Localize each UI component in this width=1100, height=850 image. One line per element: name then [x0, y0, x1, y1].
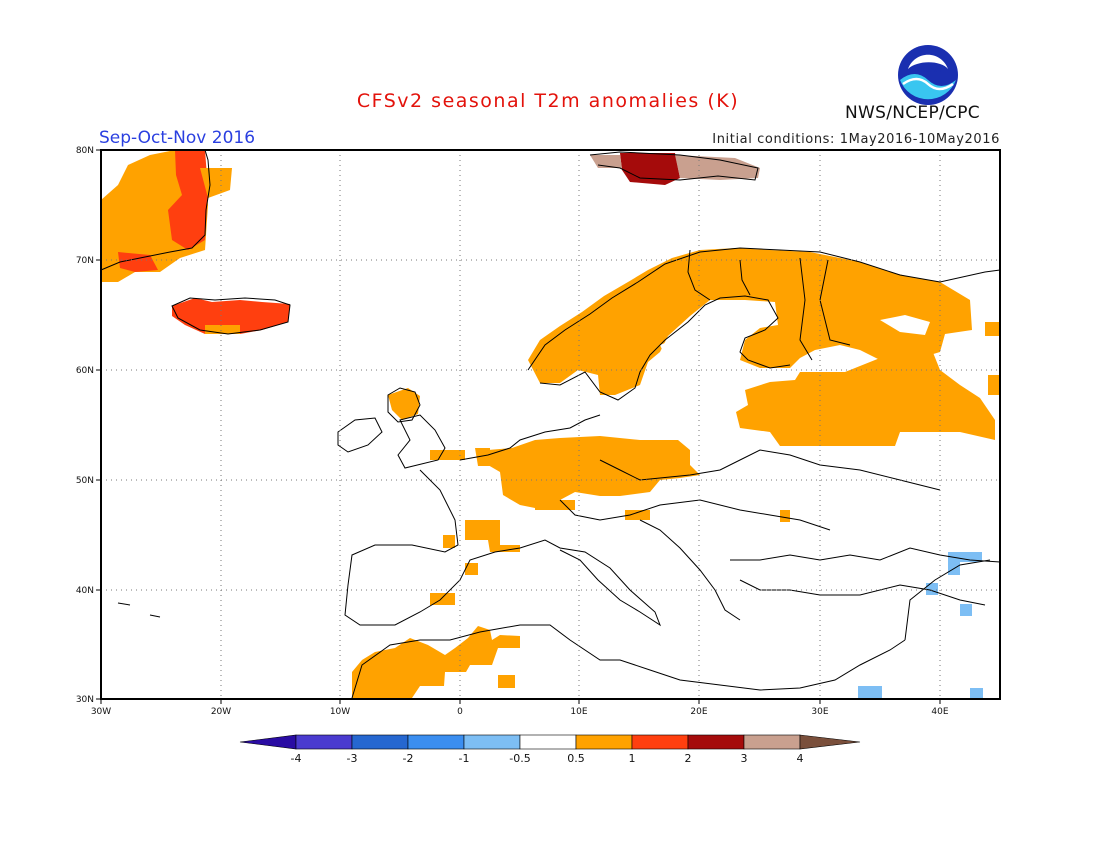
- noaa-logo: NOAA: [898, 45, 958, 105]
- lat-label: 60N: [76, 366, 94, 376]
- lon-label: 30E: [811, 707, 828, 717]
- lat-label: 80N: [76, 146, 94, 156]
- longitude-labels: 30W 20W 10W 0 10E 20E 30E 40E: [91, 707, 949, 717]
- colorbar-left-arrow: [239, 734, 297, 750]
- anomaly-region-north-africa: [352, 626, 520, 698]
- colorbar-swatch: [351, 734, 409, 750]
- anomaly-region-iceland: [172, 298, 290, 334]
- lon-label: 20W: [211, 707, 231, 717]
- colorbar-swatch: [631, 734, 689, 750]
- colorbar-label: 2: [685, 752, 692, 765]
- colorbar-label: 1: [629, 752, 636, 765]
- lon-label: 0: [457, 707, 463, 717]
- colorbar-label: -4: [291, 752, 302, 765]
- colorbar: -4 -3 -2 -1 -0.5 0.5 1 2 3 4: [239, 734, 861, 765]
- colorbar-swatch: [407, 734, 465, 750]
- colorbar-label: -0.5: [509, 752, 530, 765]
- lon-label: 20E: [690, 707, 707, 717]
- anomaly-region-scotland: [388, 388, 420, 420]
- colorbar-right-arrow: [799, 734, 861, 750]
- colorbar-label: 3: [741, 752, 748, 765]
- lon-label: 10W: [330, 707, 350, 717]
- colorbar-swatch: [463, 734, 521, 750]
- lon-label: 30W: [91, 707, 111, 717]
- colorbar-swatch: [519, 734, 577, 750]
- latitude-labels: 80N 70N 60N 50N 40N 30N: [76, 146, 94, 705]
- coastlines: [100, 149, 1001, 699]
- lat-label: 30N: [76, 695, 94, 705]
- initial-conditions-label: Initial conditions: 1May2016-10May2016: [712, 132, 1000, 147]
- season-label: Sep-Oct-Nov 2016: [99, 128, 256, 148]
- anomaly-shading: [101, 150, 1000, 699]
- agency-label: NWS/NCEP/CPC: [845, 103, 980, 123]
- lat-label: 70N: [76, 256, 94, 266]
- lon-label: 10E: [570, 707, 587, 717]
- colorbar-swatch: [687, 734, 745, 750]
- anomaly-region-western-russia: [736, 345, 995, 446]
- lon-label: 40E: [931, 707, 948, 717]
- colorbar-label: -2: [403, 752, 414, 765]
- lat-label: 50N: [76, 476, 94, 486]
- map-title: CFSv2 seasonal T2m anomalies (K): [356, 90, 740, 112]
- lat-label: 40N: [76, 586, 94, 596]
- tick-marks: [96, 149, 941, 704]
- anomaly-region-svalbard: [620, 153, 680, 185]
- colorbar-swatch: [295, 734, 353, 750]
- colorbar-label: -3: [347, 752, 358, 765]
- anomaly-region-greenland-strong: [168, 150, 208, 250]
- colorbar-label: -1: [459, 752, 470, 765]
- svg-text:NOAA: NOAA: [915, 65, 941, 74]
- colorbar-label: 0.5: [567, 752, 585, 765]
- colorbar-swatch: [743, 734, 801, 750]
- map-frame: [100, 149, 1001, 700]
- anomaly-region-central-europe: [488, 436, 700, 508]
- anomaly-region-scandinavia: [528, 248, 972, 395]
- colorbar-swatch: [575, 734, 633, 750]
- colorbar-label: 4: [797, 752, 804, 765]
